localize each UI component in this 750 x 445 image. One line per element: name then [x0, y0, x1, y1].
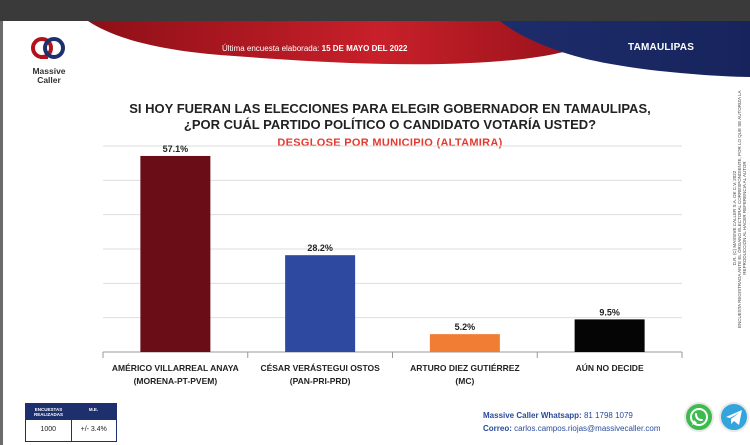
data-label: 28.2% — [307, 243, 333, 253]
massive-caller-logo — [31, 37, 65, 59]
slide-frame — [0, 21, 750, 445]
category-label: (PAN-PRI-PRD) — [290, 376, 351, 386]
email-label: Correo: — [483, 424, 512, 433]
data-label: 5.2% — [455, 322, 476, 332]
email-address[interactable]: carlos.campos.riojas@massivecaller.com — [514, 424, 661, 433]
chart-title-line-2: ¿POR CUÁL PARTIDO POLÍTICO O CANDIDATO V… — [183, 117, 597, 132]
logo-line-1: Massive — [32, 66, 66, 76]
category-label: AÚN NO DECIDE — [576, 362, 644, 373]
survey-date-label: Última encuesta elaborada: — [222, 44, 320, 53]
contact-whatsapp: Massive Caller Whatsapp: 81 1798 1079 — [483, 409, 661, 422]
category-label: AMÉRICO VILLARREAL ANAYA — [112, 363, 239, 373]
chart-bars — [140, 155, 645, 352]
stats-value-margin: +/- 3.4% — [70, 420, 117, 442]
whatsapp-icon[interactable] — [684, 402, 714, 432]
logo-text: Massive Caller — [24, 67, 74, 85]
whatsapp-label: Massive Caller Whatsapp: — [483, 411, 582, 420]
bar — [429, 334, 500, 352]
logo-line-2: Caller — [37, 75, 61, 85]
chart-labels: 57.1% AMÉRICO VILLARREAL ANAYA (MORENA-PT-… — [112, 144, 644, 386]
category-label: CÉSAR VERÁSTEGUI OSTOS — [260, 363, 380, 373]
bar — [285, 255, 356, 352]
survey-date: Última encuesta elaborada: 15 DE MAYO DE… — [222, 44, 407, 53]
chart-title: SI HOY FUERAN LAS ELECCIONES PARA ELEGIR… — [60, 101, 720, 133]
category-label: (MC) — [455, 376, 474, 386]
contact-email: Correo: carlos.campos.riojas@massivecall… — [483, 422, 661, 435]
state-label: TAMAULIPAS — [628, 42, 695, 53]
window-top-bar — [0, 0, 750, 21]
category-label: ARTURO DIEZ GUTIÉRREZ — [410, 363, 520, 373]
whatsapp-number[interactable]: 81 1798 1079 — [583, 411, 633, 420]
chart-title-line-1: SI HOY FUERAN LAS ELECCIONES PARA ELEGIR… — [129, 101, 651, 116]
survey-date-value: 15 DE MAYO DEL 2022 — [321, 44, 408, 53]
bar — [574, 319, 645, 352]
stats-header-margin: M.E. — [88, 407, 99, 412]
bar — [140, 155, 211, 352]
data-label: 9.5% — [599, 307, 620, 317]
copyright-note: D.R. (C) MASSIVE CALLER S.A. DE C.V. 202… — [732, 91, 747, 328]
header-banner — [88, 21, 750, 77]
data-label: 57.1% — [163, 144, 189, 154]
stats-header-surveys: ENCUESTAS REALIZADAS — [34, 407, 63, 417]
telegram-icon[interactable] — [719, 402, 749, 432]
survey-stats-table: ENCUESTAS REALIZADAS M.E. 1000 +/- 3.4% — [25, 403, 117, 442]
contact-info: Massive Caller Whatsapp: 81 1798 1079 Co… — [483, 409, 661, 435]
copyright-line-3: REPRODUCCIÓN AL HACER REFERENCIA AL AUTO… — [742, 161, 747, 275]
category-label: (MORENA-PT-PVEM) — [134, 376, 218, 386]
stats-value-surveys: 1000 — [40, 426, 57, 433]
